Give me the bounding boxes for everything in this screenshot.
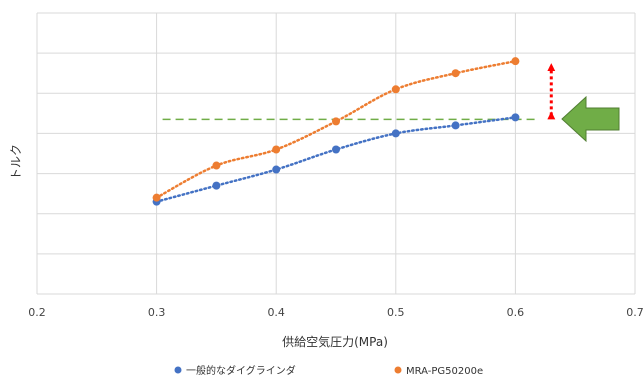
grid-lines <box>36 12 636 295</box>
data-series <box>152 57 520 206</box>
data-point-series-1 <box>272 145 281 154</box>
legend-marker-series-1 <box>394 366 402 374</box>
data-point-series-0 <box>212 181 221 190</box>
y-axis-title: トルク <box>9 144 23 180</box>
x-tick-label: 0.4 <box>267 306 285 319</box>
data-point-series-1 <box>451 69 460 78</box>
data-point-series-0 <box>332 145 340 154</box>
legend: 一般的なダイグラインダ MRA-PG50200e <box>174 364 483 377</box>
data-point-series-0 <box>451 121 460 130</box>
legend-label-series-0: 一般的なダイグラインダ <box>186 364 296 377</box>
data-point-series-0 <box>272 165 281 174</box>
data-point-series-1 <box>391 85 400 94</box>
trendline-series-1 <box>155 59 517 199</box>
x-tick-label: 0.2 <box>28 306 46 319</box>
annotations <box>162 63 620 143</box>
data-point-series-0 <box>391 129 400 138</box>
x-tick-label: 0.6 <box>507 306 525 319</box>
x-tick-label: 0.3 <box>148 306 166 319</box>
x-tick-label: 0.7 <box>626 306 643 319</box>
x-axis-title: 供給空気圧力(MPa) <box>282 334 388 349</box>
data-point-series-1 <box>152 193 161 202</box>
legend-marker-series-0 <box>174 366 182 374</box>
highlight-arrow-icon <box>561 95 620 143</box>
data-point-series-1 <box>511 57 520 66</box>
data-point-series-0 <box>511 113 520 122</box>
data-point-series-1 <box>332 117 340 126</box>
trendline-series-0 <box>155 116 517 203</box>
x-tick-label: 0.5 <box>387 306 405 319</box>
x-tick-labels: 0.2 0.3 0.4 0.5 0.6 0.7 <box>28 306 643 319</box>
legend-label-series-1: MRA-PG50200e <box>406 366 483 377</box>
data-point-series-1 <box>212 161 221 170</box>
